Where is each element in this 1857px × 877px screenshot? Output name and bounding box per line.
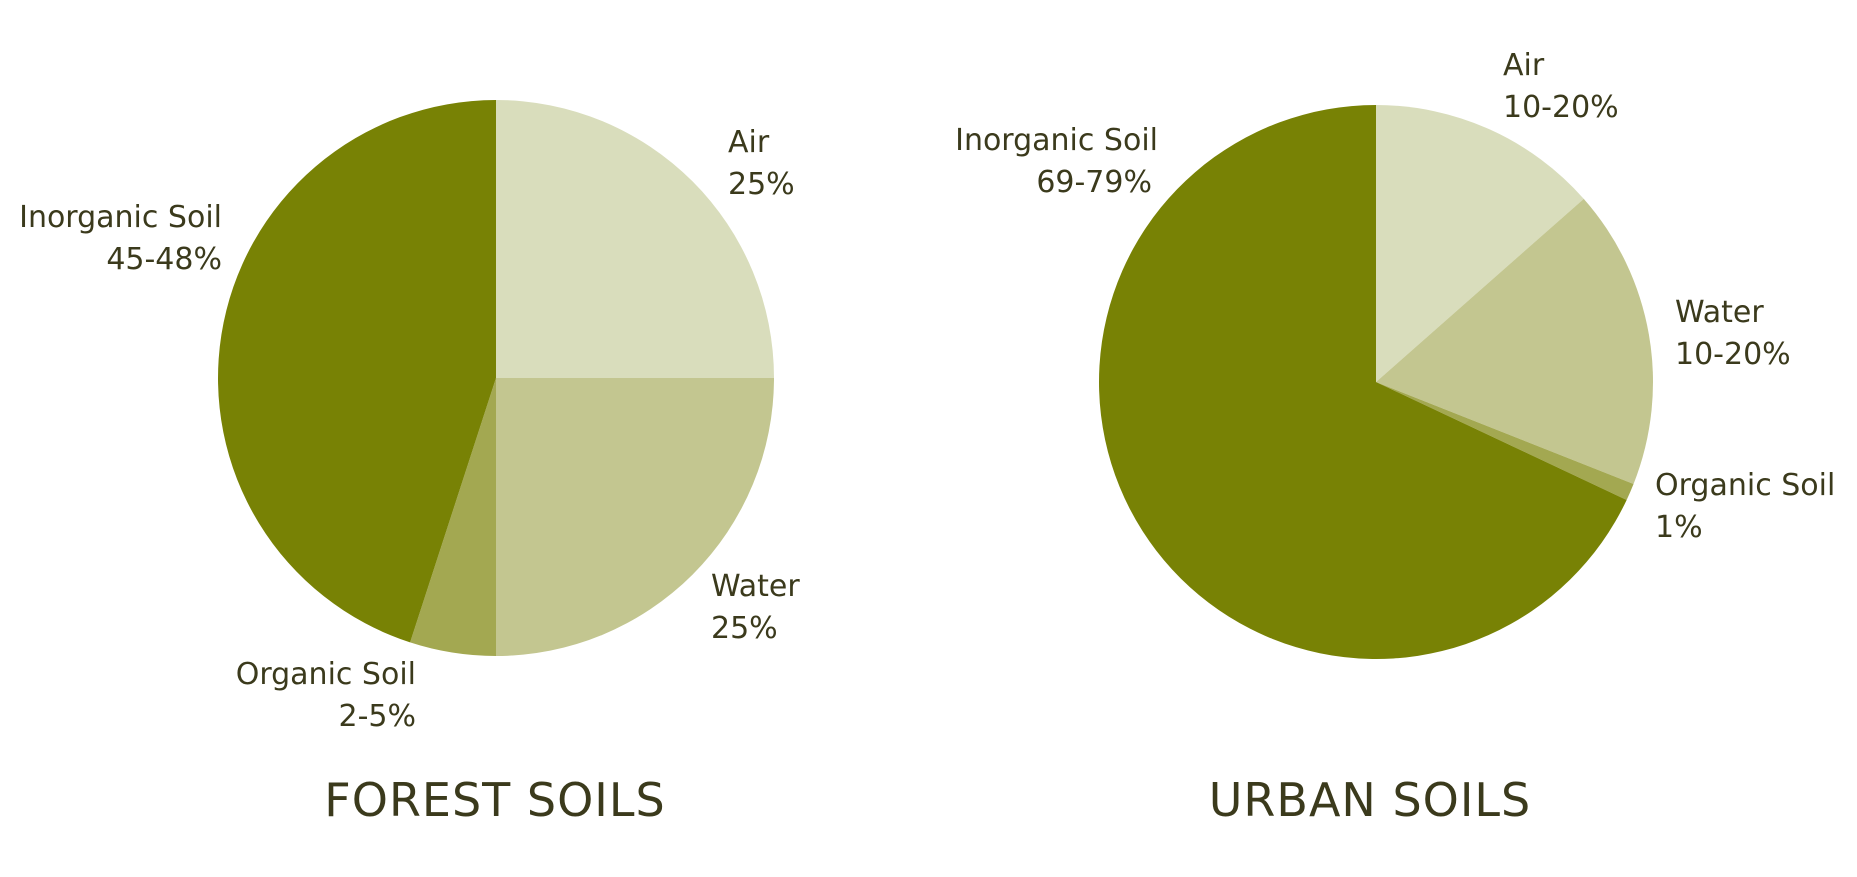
forest-water-name: Water <box>711 569 800 604</box>
forest-slice-organic-soil <box>410 378 496 656</box>
urban-slice-water <box>1376 198 1654 484</box>
forest-soils-chart: Air 25% Water 25% Organic Soil 2-5% Inor… <box>19 100 800 827</box>
urban-organic-name: Organic Soil <box>1655 468 1835 503</box>
urban-inorganic-value: 69-79% <box>1036 165 1152 200</box>
urban-water-name: Water <box>1675 295 1764 330</box>
urban-pie <box>1099 105 1654 659</box>
forest-slice-inorganic-soil <box>218 100 496 643</box>
urban-soils-chart: Air 10-20% Water 10-20% Organic Soil 1% … <box>955 48 1835 827</box>
forest-chart-title: FOREST SOILS <box>324 773 665 827</box>
forest-organic-value: 2-5% <box>338 699 416 734</box>
urban-inorganic-name: Inorganic Soil <box>955 123 1158 158</box>
urban-air-value: 10-20% <box>1503 90 1619 125</box>
forest-air-name: Air <box>728 125 770 160</box>
urban-labels: Air 10-20% Water 10-20% Organic Soil 1% … <box>955 48 1835 545</box>
urban-slice-inorganic-soil <box>1099 105 1627 659</box>
urban-slice-air <box>1376 105 1584 382</box>
forest-slice-water <box>496 378 774 656</box>
forest-organic-name: Organic Soil <box>236 657 416 692</box>
urban-air-name: Air <box>1503 48 1545 83</box>
forest-inorganic-name: Inorganic Soil <box>19 200 222 235</box>
forest-air-value: 25% <box>728 167 795 202</box>
urban-chart-title: URBAN SOILS <box>1209 773 1532 827</box>
forest-pie <box>218 100 774 656</box>
urban-slice-organic-soil <box>1376 382 1634 500</box>
forest-slice-air <box>496 100 774 378</box>
forest-labels: Air 25% Water 25% Organic Soil 2-5% Inor… <box>19 125 800 734</box>
urban-water-value: 10-20% <box>1675 337 1791 372</box>
urban-organic-value: 1% <box>1655 510 1703 545</box>
forest-water-value: 25% <box>711 611 778 646</box>
forest-inorganic-value: 45-48% <box>106 242 222 277</box>
